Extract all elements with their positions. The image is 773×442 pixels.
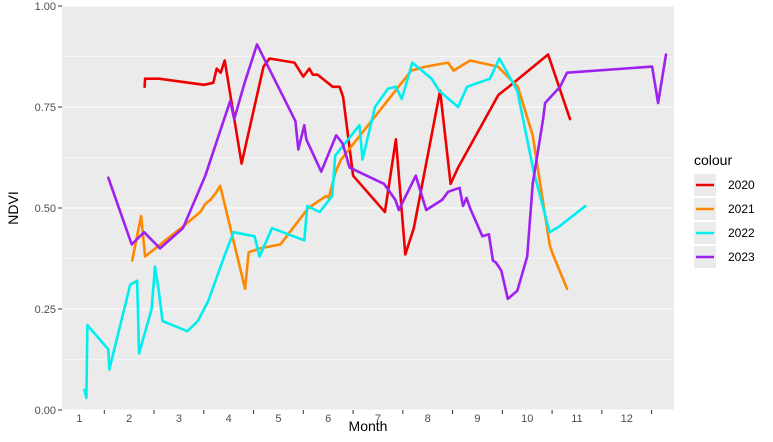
x-tick-label: 6 bbox=[325, 413, 331, 425]
x-tick-label: 10 bbox=[521, 413, 533, 425]
y-tick-label: 0.00 bbox=[35, 405, 56, 417]
minor-gridlines bbox=[62, 56, 674, 360]
y-tick-label: 0.50 bbox=[35, 203, 56, 215]
legend-label-2022: 2022 bbox=[728, 226, 755, 240]
x-tick-label: 1 bbox=[76, 413, 82, 425]
x-tick-label: 2 bbox=[126, 413, 132, 425]
x-tick-label: 5 bbox=[275, 413, 281, 425]
major-gridlines bbox=[62, 5, 674, 411]
y-tick-label: 0.75 bbox=[35, 102, 56, 114]
x-tick-label: 12 bbox=[621, 413, 633, 425]
series-line-2023 bbox=[107, 43, 668, 301]
legend: colour 2020 2021 2022 2023 bbox=[694, 152, 755, 268]
x-tick-label: 11 bbox=[571, 413, 582, 425]
series-line-2022 bbox=[83, 57, 587, 400]
x-axis: 1 2 3 4 5 6 7 8 9 10 11 12 bbox=[76, 410, 653, 425]
y-axis-title: NDVI bbox=[5, 191, 21, 224]
y-tick-label: 0.25 bbox=[35, 304, 56, 316]
x-tick-label: 9 bbox=[474, 413, 480, 425]
series-lines bbox=[83, 43, 668, 400]
x-tick-label: 4 bbox=[226, 413, 232, 425]
legend-title: colour bbox=[694, 152, 732, 168]
y-axis: 0.00 0.25 0.50 0.75 1.00 bbox=[35, 1, 62, 417]
legend-label-2023: 2023 bbox=[728, 250, 755, 264]
legend-label-2020: 2020 bbox=[728, 178, 755, 192]
y-tick-label: 1.00 bbox=[35, 1, 56, 13]
x-axis-title: Month bbox=[349, 418, 388, 434]
x-tick-label: 7 bbox=[375, 413, 381, 425]
series-line-2020 bbox=[143, 53, 572, 256]
series-line-2021 bbox=[130, 59, 569, 291]
x-tick-label: 3 bbox=[176, 413, 182, 425]
legend-label-2021: 2021 bbox=[728, 202, 755, 216]
x-tick-label: 8 bbox=[425, 413, 431, 425]
